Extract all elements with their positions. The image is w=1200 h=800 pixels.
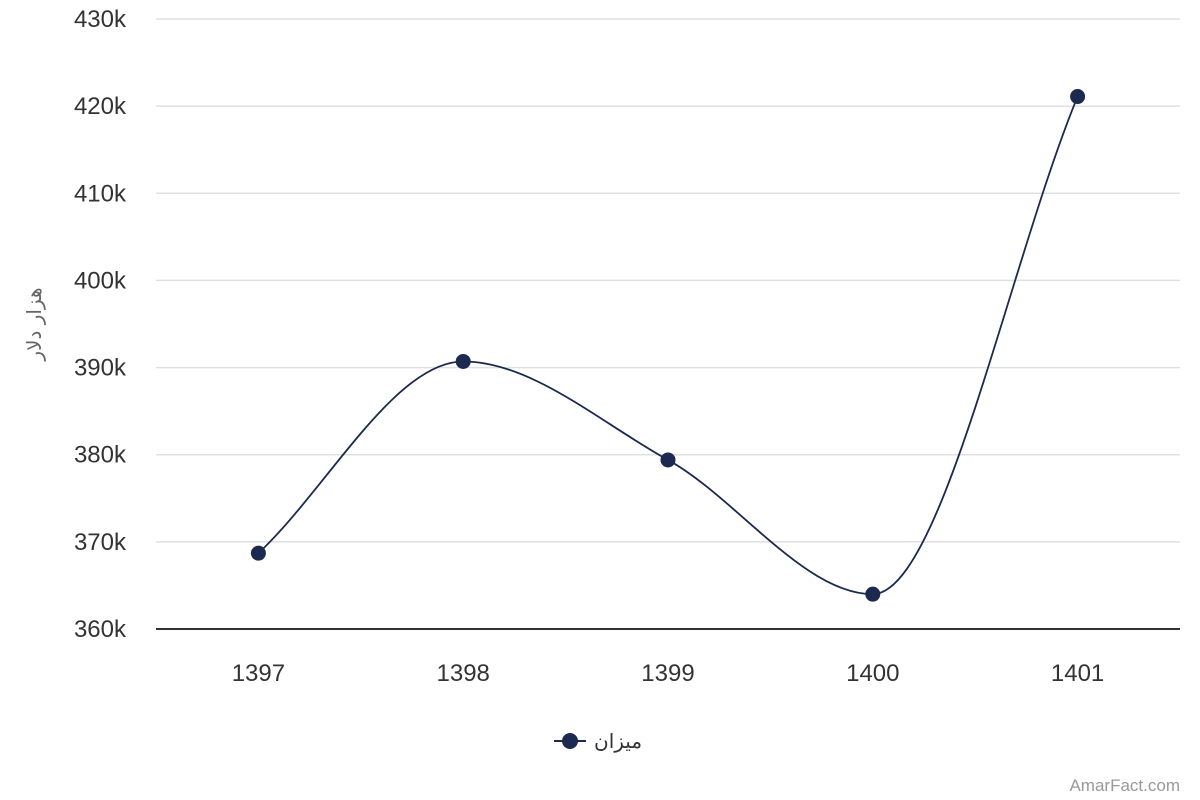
x-axis-ticks: 1397 1398 1399 1400 1401 xyxy=(232,660,1105,687)
x-tick-label: 1399 xyxy=(641,660,694,687)
y-tick-label: 400k xyxy=(74,267,127,294)
legend[interactable]: میزان xyxy=(554,729,642,753)
data-point-1400[interactable] xyxy=(865,586,881,602)
data-point-1398[interactable] xyxy=(455,353,471,369)
y-tick-label: 420k xyxy=(74,93,127,120)
data-point-1397[interactable] xyxy=(250,545,266,561)
y-tick-label: 370k xyxy=(74,529,127,556)
y-axis-label: هزار دلار xyxy=(22,287,46,361)
legend-point-marker xyxy=(562,733,578,749)
y-axis-ticks: 360k 370k 380k 390k 400k 410k 420k 430k xyxy=(74,6,127,643)
x-tick-label: 1401 xyxy=(1051,660,1104,687)
y-tick-label: 390k xyxy=(74,355,127,382)
credit-text[interactable]: AmarFact.com xyxy=(1069,776,1180,795)
y-tick-label: 410k xyxy=(74,180,127,207)
x-tick-label: 1398 xyxy=(437,660,490,687)
data-point-1399[interactable] xyxy=(660,452,676,468)
x-tick-label: 1400 xyxy=(846,660,899,687)
data-point-1401[interactable] xyxy=(1070,89,1086,105)
y-tick-label: 380k xyxy=(74,442,127,469)
series-line xyxy=(257,96,1079,596)
series-layer xyxy=(250,89,1086,602)
y-tick-label: 360k xyxy=(74,616,127,643)
x-tick-label: 1397 xyxy=(232,660,285,687)
legend-label: میزان xyxy=(594,729,642,753)
grid-lines xyxy=(156,18,1180,543)
y-tick-label: 430k xyxy=(74,6,127,33)
